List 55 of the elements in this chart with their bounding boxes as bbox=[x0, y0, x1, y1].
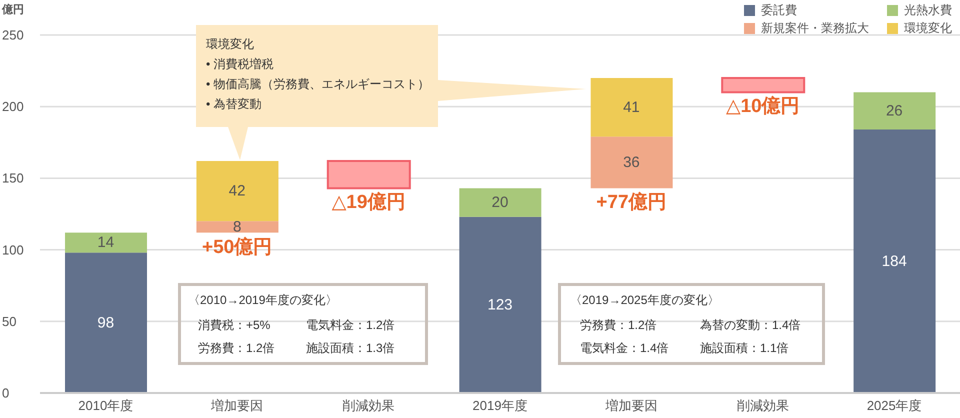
y-tick-label: 250 bbox=[2, 28, 24, 42]
total-label: +77億円 bbox=[595, 192, 668, 214]
data-label: 123 bbox=[487, 296, 513, 314]
annotation: 施設面積：1.1倍 bbox=[700, 340, 789, 357]
y-tick-label: 50 bbox=[2, 314, 16, 329]
total-label: +50億円 bbox=[201, 236, 274, 259]
data-label: 98 bbox=[97, 314, 114, 332]
annotation: 電気料金：1.2倍 bbox=[306, 317, 395, 334]
data-label: 41 bbox=[623, 98, 640, 116]
legend-label: 委託費 bbox=[761, 2, 797, 18]
annotation: 労務費：1.2倍 bbox=[198, 340, 275, 357]
annotation: 〈2019→2025年度の変化〉 bbox=[570, 292, 720, 309]
bar bbox=[590, 78, 673, 137]
bar bbox=[196, 161, 278, 222]
annotation: 消費税：+5% bbox=[198, 317, 270, 334]
data-label: 42 bbox=[228, 182, 246, 200]
annotation: 労務費：1.2倍 bbox=[580, 317, 657, 334]
total-label: △19億円 bbox=[330, 192, 406, 214]
x-tick-label: 2019年度 bbox=[472, 398, 528, 414]
bar bbox=[854, 92, 936, 130]
x-tick-label: 増加要因 bbox=[604, 398, 658, 414]
legend-label: 光熱水費 bbox=[904, 2, 952, 18]
y-axis-title: 億円 bbox=[2, 2, 24, 17]
data-label: 36 bbox=[623, 154, 640, 171]
data-label: 14 bbox=[97, 234, 114, 252]
data-label: 184 bbox=[882, 252, 907, 270]
bar bbox=[854, 130, 936, 393]
data-label: 8 bbox=[232, 218, 242, 236]
bar bbox=[721, 76, 806, 94]
y-tick-label: 0 bbox=[2, 386, 10, 400]
annotation: 施設面積：1.3倍 bbox=[306, 340, 395, 357]
annotation: 環境変化 • 消費税増税 • 物価高騰（労務費、エネルギーコスト） • 為替変動 bbox=[206, 36, 430, 113]
bar bbox=[459, 216, 542, 393]
legend-label: 新規案件・業務拡大 bbox=[761, 20, 869, 36]
total-label: △10億円 bbox=[724, 96, 801, 118]
bar bbox=[326, 160, 411, 190]
bar bbox=[459, 188, 542, 217]
bar bbox=[590, 136, 673, 188]
data-label: 20 bbox=[492, 194, 508, 212]
bar bbox=[65, 252, 147, 393]
x-tick-label: 削減効果 bbox=[736, 398, 789, 414]
data-label: 26 bbox=[886, 102, 903, 120]
annotation: 為替の変動：1.4倍 bbox=[700, 317, 801, 334]
legend-label: 環境変化 bbox=[904, 20, 952, 36]
y-tick-label: 200 bbox=[2, 99, 24, 114]
annotation: 〈2010→2019年度の変化〉 bbox=[188, 292, 338, 309]
x-tick-label: 2010年度 bbox=[78, 398, 134, 414]
bar bbox=[196, 221, 278, 233]
x-tick-label: 削減効果 bbox=[342, 398, 395, 414]
annotation: 電気料金：1.4倍 bbox=[580, 340, 669, 357]
bar bbox=[65, 232, 147, 253]
y-tick-label: 100 bbox=[2, 242, 24, 258]
x-tick-label: 2025年度 bbox=[866, 398, 922, 414]
x-tick-label: 増加要因 bbox=[210, 398, 264, 414]
y-tick-label: 150 bbox=[2, 170, 24, 186]
